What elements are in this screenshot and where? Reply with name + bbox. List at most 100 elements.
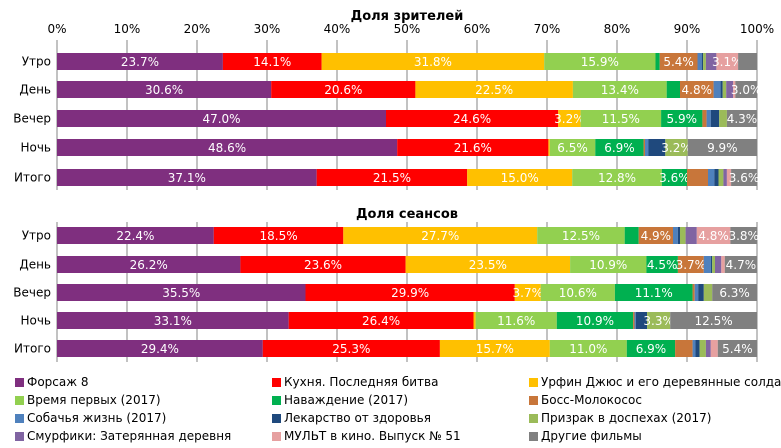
- data-label: 22.4%: [116, 229, 154, 243]
- bar-segment-1: [305, 284, 515, 301]
- bar-segment-5: [692, 284, 695, 301]
- data-label: 4.8%: [698, 229, 729, 243]
- bar-segment-4: [614, 284, 693, 301]
- bar-segment-0: [57, 312, 289, 329]
- data-label: 6.9%: [604, 141, 635, 155]
- legend-label: Смурфики: Затерянная деревня: [27, 429, 232, 443]
- bar-segment-4: [661, 110, 703, 127]
- data-label: 11.5%: [602, 112, 640, 126]
- data-label: 23.5%: [469, 258, 507, 272]
- category-label: День: [19, 83, 51, 97]
- data-label: 3.2%: [661, 141, 692, 155]
- data-label: 15.7%: [476, 342, 514, 356]
- legend-swatch: [15, 377, 24, 387]
- bar-segment-2: [467, 169, 573, 186]
- x-tick-label: 50%: [394, 22, 421, 36]
- data-label: 10.9%: [576, 314, 614, 328]
- bar-segment-10: [721, 256, 725, 273]
- data-label: 3.2%: [554, 112, 585, 126]
- data-label: 12.5%: [562, 229, 600, 243]
- legend-swatch: [272, 413, 281, 423]
- bar-segment-10: [733, 81, 736, 98]
- bar-segment-9: [705, 53, 717, 70]
- x-tick-label: 80%: [604, 22, 631, 36]
- data-label: 5.9%: [667, 112, 698, 126]
- data-label: 18.5%: [259, 229, 297, 243]
- bar-segment-3: [572, 81, 667, 98]
- data-label: 27.7%: [421, 229, 459, 243]
- data-label: 25.3%: [332, 342, 370, 356]
- bar-segment-1: [386, 110, 559, 127]
- bar-segment-9: [723, 169, 727, 186]
- bar-segment-2: [405, 256, 571, 273]
- data-label: 22.5%: [475, 83, 513, 97]
- data-label: 10.6%: [559, 286, 597, 300]
- legend-swatch: [529, 413, 538, 423]
- bar-segment-3: [572, 169, 662, 186]
- bar-segment-8: [699, 340, 706, 357]
- data-label: 26.4%: [362, 314, 400, 328]
- category-label: Утро: [22, 229, 51, 243]
- data-label: 24.6%: [453, 112, 491, 126]
- legend-swatch: [529, 431, 538, 441]
- data-label: 3.3%: [643, 314, 674, 328]
- bar-segment-3: [549, 139, 596, 156]
- legend-item: Смурфики: Затерянная деревня: [15, 428, 231, 444]
- data-label: 15.9%: [581, 55, 619, 69]
- legend-label: Форсаж 8: [27, 375, 89, 389]
- data-label: 35.5%: [162, 286, 200, 300]
- bar-segment-10: [716, 53, 739, 70]
- bar-segment-5: [680, 81, 714, 98]
- bar-segment-3: [544, 53, 656, 70]
- legend-swatch: [15, 395, 24, 405]
- bar-segment-0: [57, 139, 398, 156]
- data-label: 3.6%: [659, 171, 690, 185]
- legend-item: Другие фильмы: [529, 428, 642, 444]
- bar-segment-11: [724, 256, 757, 273]
- data-label: 6.3%: [719, 286, 750, 300]
- data-label: 4.8%: [682, 83, 713, 97]
- bar-segment-5: [633, 312, 635, 329]
- category-label: Ночь: [20, 314, 51, 328]
- bar-segment-6: [713, 81, 721, 98]
- category-label: Утро: [22, 55, 51, 69]
- bar-segment-6: [692, 340, 696, 357]
- bar-segment-8: [718, 169, 724, 186]
- data-label: 21.6%: [454, 141, 492, 155]
- bar-segment-6: [645, 139, 649, 156]
- category-label: Итого: [14, 342, 51, 356]
- bar-segment-2: [343, 227, 538, 244]
- category-label: День: [19, 258, 51, 272]
- data-label: 9.9%: [707, 141, 738, 155]
- data-label: 10.9%: [589, 258, 627, 272]
- legend-label: Урфин Джюс и его деревянные солдаты: [541, 375, 781, 389]
- bar-segment-1: [240, 256, 406, 273]
- bar-segment-10: [696, 227, 731, 244]
- bar-segment-2: [321, 53, 545, 70]
- data-label: 29.4%: [141, 342, 179, 356]
- data-label: 5.4%: [722, 342, 753, 356]
- bar-segment-3: [537, 227, 625, 244]
- category-label: Вечер: [13, 112, 51, 126]
- data-label: 12.8%: [598, 171, 636, 185]
- legend-label: Другие фильмы: [541, 429, 642, 443]
- bar-segment-8: [665, 139, 688, 156]
- data-label: 4.7%: [726, 258, 757, 272]
- bar-segment-2: [415, 81, 573, 98]
- bar-segment-0: [57, 284, 306, 301]
- bar-segment-4: [595, 139, 644, 156]
- bar-segment-5: [702, 110, 707, 127]
- data-label: 5.4%: [663, 55, 694, 69]
- data-label: 3.7%: [676, 258, 707, 272]
- legend-item: Урфин Джюс и его деревянные солдаты: [529, 374, 781, 390]
- bar-segment-3: [570, 256, 647, 273]
- data-label: 11.6%: [497, 314, 535, 328]
- bar-segment-4: [661, 169, 687, 186]
- bar-segment-6: [706, 110, 711, 127]
- data-label: 4.3%: [727, 112, 758, 126]
- x-tick-label: 100%: [740, 22, 774, 36]
- data-label: 3.1%: [712, 55, 743, 69]
- bar-segment-0: [57, 53, 223, 70]
- bar-segment-9: [705, 340, 711, 357]
